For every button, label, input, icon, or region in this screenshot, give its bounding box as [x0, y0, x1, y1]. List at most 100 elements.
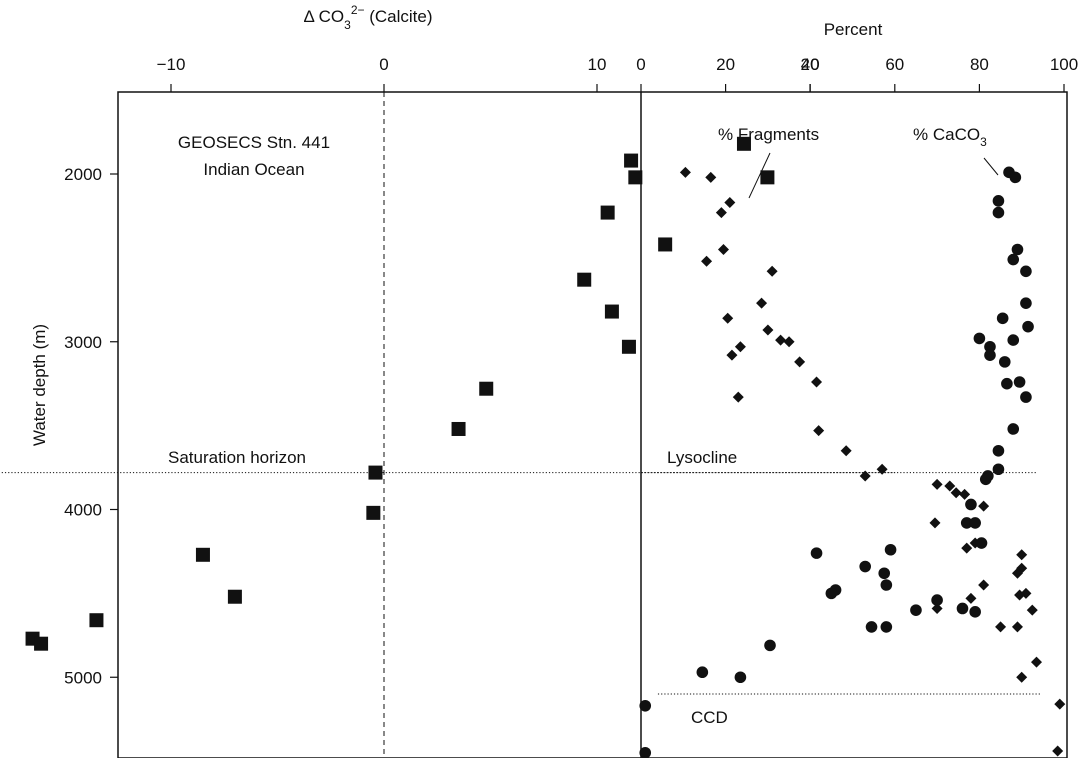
fragments-point-40: [1031, 656, 1043, 668]
fragments-point-9: [762, 324, 774, 336]
caco3-point-29: [859, 560, 871, 573]
caco3-point-17: [1020, 391, 1032, 403]
saturation-horizon-label: Saturation horizon: [168, 448, 306, 467]
co3-point-2: [628, 170, 643, 185]
fragments-point-31: [931, 602, 943, 614]
caco3-point-19: [992, 444, 1005, 457]
caco3-point-33: [825, 587, 838, 600]
caco3-point-41: [696, 666, 709, 679]
caco3-point-38: [865, 621, 878, 633]
caco3-point-28: [810, 547, 823, 559]
fragments-leader-line: [748, 152, 771, 199]
right-x-tick-label-2: 40: [801, 55, 820, 74]
lysocline-label: Lysocline: [667, 448, 737, 467]
caco3-point-30: [878, 567, 891, 580]
left-x-tick-label-2: 0: [379, 55, 388, 74]
fragments-point-33: [1011, 621, 1023, 633]
fragments-point-17: [813, 425, 825, 437]
fragments-point-22: [944, 480, 956, 492]
y-tick-label-0: 2000: [64, 165, 102, 184]
co3-point-4: [600, 205, 615, 220]
y-axis-title: Water depth (m): [30, 324, 49, 446]
co3-point-5: [658, 237, 673, 252]
caco3-legend-label: % CaCO3: [913, 125, 987, 149]
right-x-tick-label-5: 100: [1050, 55, 1078, 74]
fragments-point-23: [950, 487, 962, 499]
co3-point-1: [624, 153, 639, 168]
caco3-point-42: [734, 671, 747, 684]
fragments-point-39: [1026, 604, 1038, 616]
fragments-point-5: [701, 255, 713, 267]
fragments-point-4: [717, 243, 729, 255]
right-x-tick-label-4: 80: [970, 55, 989, 74]
left-x-axis-title-sup: 2−: [351, 3, 365, 17]
right-x-tick-label-3: 60: [885, 55, 904, 74]
fragments-point-3: [715, 207, 727, 219]
fragments-legend-label: % Fragments: [718, 125, 819, 144]
fragments-point-10: [775, 334, 787, 346]
left-x-tick-label-1: −10: [157, 55, 186, 74]
caco3-point-13: [984, 349, 996, 361]
fragments-point-7: [756, 297, 768, 309]
co3-point-11: [368, 465, 383, 480]
co3-point-12: [366, 505, 381, 520]
fragments-point-37: [1020, 587, 1032, 599]
caco3-point-25: [969, 517, 981, 529]
caco3-point-31: [880, 579, 893, 591]
fragments-point-12: [734, 341, 746, 353]
caco3-point-44: [639, 746, 652, 758]
fragments-point-25: [929, 517, 941, 529]
fragments-point-32: [995, 621, 1007, 633]
caco3-point-16: [1013, 376, 1026, 388]
right-x-axis-title: Percent: [824, 20, 883, 39]
co3-point-7: [604, 304, 619, 319]
fragments-point-24: [959, 488, 971, 500]
reference-lines: [0, 92, 1041, 758]
co3-point-15: [89, 613, 104, 628]
plot-frame: [117, 91, 1068, 758]
caco3-point-40: [764, 639, 776, 652]
y-tick-label-2: 4000: [64, 501, 102, 520]
caco3-leader-line: [983, 157, 999, 176]
caco3-point-10: [1022, 320, 1034, 333]
y-tick-label-3: 5000: [64, 668, 102, 687]
fragments-point-34: [1016, 549, 1028, 561]
caco3-point-2: [992, 195, 1005, 207]
ccd-label: CCD: [691, 708, 728, 727]
fragments-point-15: [811, 376, 823, 388]
station-label: GEOSECS Stn. 441: [178, 133, 330, 152]
co3-point-9: [479, 381, 494, 396]
caco3-point-18: [1007, 423, 1020, 435]
data-marks: [25, 136, 1066, 758]
fragments-point-0: [679, 166, 691, 178]
caco3-point-26: [975, 537, 988, 549]
caco3-point-8: [996, 312, 1009, 325]
fragments-point-26: [978, 500, 990, 512]
fragments-point-11: [783, 336, 795, 348]
co3-point-3: [760, 170, 775, 185]
right-x-tick-label-0: 0: [636, 55, 645, 74]
caco3-legend-label-sub: 3: [980, 135, 987, 149]
fragments-point-42: [1054, 698, 1066, 710]
co3-point-10: [451, 421, 466, 436]
caco3-point-9: [1007, 334, 1020, 346]
fragments-point-16: [732, 391, 744, 403]
fragments-point-13: [726, 349, 738, 361]
left-x-axis-title-tail: (Calcite): [365, 7, 433, 26]
caco3-point-37: [910, 604, 922, 616]
left-x-axis-title: Δ CO32− (Calcite): [303, 3, 432, 32]
co3-point-0: [736, 136, 751, 151]
caco3-point-34: [931, 594, 943, 606]
caco3-point-14: [998, 356, 1011, 368]
fragments-point-30: [965, 592, 977, 604]
left-x-tick-label-4: 20: [801, 55, 820, 74]
caco3-point-11: [973, 332, 986, 345]
co3-point-14: [227, 589, 242, 604]
caco3-point-36: [969, 606, 981, 618]
fragments-point-27: [961, 542, 973, 554]
fragments-point-19: [859, 470, 871, 482]
right-x-tick-label-1: 20: [716, 55, 735, 74]
co3-point-6: [577, 272, 592, 287]
y-tick-label-1: 3000: [64, 333, 102, 352]
